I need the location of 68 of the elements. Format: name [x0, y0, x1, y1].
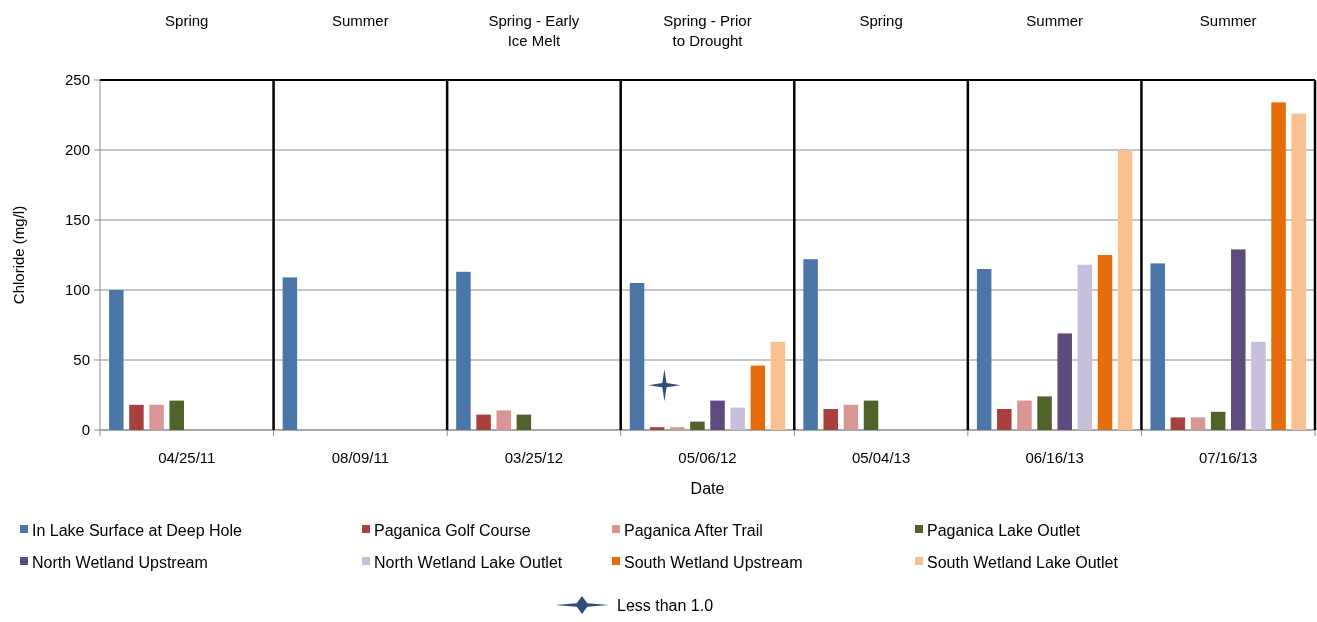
legend-label: Paganica Lake Outlet	[927, 521, 1081, 539]
x-axis-title: Date	[690, 480, 725, 497]
x-tick-label: 08/09/11	[331, 449, 389, 466]
bar	[1271, 102, 1286, 430]
y-tick-label: 200	[64, 141, 90, 159]
text: Summer	[1199, 12, 1257, 29]
bar	[1057, 333, 1072, 430]
bar	[843, 404, 859, 430]
legend-label: North Wetland Lake Outlet	[374, 553, 563, 571]
x-tick-label: 06/16/13	[1025, 449, 1084, 466]
bar	[863, 400, 879, 430]
bar	[730, 407, 745, 430]
bar	[1097, 255, 1113, 430]
bar	[1117, 150, 1133, 430]
bar	[803, 259, 818, 430]
bar	[750, 365, 766, 430]
bar	[516, 414, 532, 430]
text: Spring	[165, 12, 209, 29]
bar	[1231, 249, 1246, 430]
legend-label: North Wetland Upstream	[32, 553, 208, 571]
text: Summer	[1026, 12, 1083, 29]
bar	[770, 341, 786, 430]
legend-label: Less than 1.0	[617, 596, 714, 614]
bar	[476, 414, 491, 430]
bar	[1037, 396, 1052, 430]
bar	[109, 290, 124, 430]
bar	[1170, 417, 1186, 430]
bar	[129, 404, 144, 430]
bar	[169, 400, 184, 430]
y-tick-label: 250	[64, 71, 90, 89]
x-tick-label: 05/04/13	[851, 449, 911, 466]
bar	[1077, 264, 1093, 430]
legend-label: In Lake Surface at Deep Hole	[32, 521, 243, 539]
bar	[1190, 417, 1206, 430]
y-tick-label: 50	[73, 351, 90, 369]
x-tick-label: 05/06/12	[678, 449, 737, 466]
legend-label: Paganica Golf Course	[374, 521, 531, 539]
bar	[629, 283, 645, 430]
bar	[649, 427, 665, 430]
bar	[976, 269, 992, 430]
bar	[690, 421, 705, 430]
bar	[1210, 411, 1226, 430]
bar	[1150, 263, 1165, 430]
legend-label: South Wetland Lake Outlet	[927, 553, 1119, 571]
bar	[670, 427, 685, 430]
bar	[149, 404, 164, 430]
x-tick-label: 03/25/12	[504, 449, 564, 466]
bar	[1017, 400, 1032, 430]
text: Spring - Prior to Drought	[663, 12, 752, 49]
text: Summer	[332, 12, 389, 29]
x-tick-label: 07/16/13	[1199, 449, 1258, 466]
y-axis-title: Chloride (mg/l)	[10, 205, 27, 305]
text: Spring	[859, 12, 903, 29]
text: Spring - Early Ice Melt	[488, 12, 580, 49]
y-tick-label: 100	[64, 281, 90, 299]
bar	[1291, 113, 1306, 430]
bar	[997, 409, 1012, 430]
x-tick-label: 04/25/11	[158, 449, 216, 466]
bar	[1251, 341, 1266, 430]
bar	[282, 277, 298, 430]
bar	[496, 410, 511, 430]
legend-label: South Wetland Upstream	[624, 553, 803, 571]
bar	[823, 409, 838, 430]
y-tick-label: 150	[64, 211, 90, 229]
y-tick-label: 0	[81, 421, 90, 439]
legend-label: Paganica After Trail	[624, 521, 763, 539]
bar	[710, 400, 725, 430]
bar	[456, 271, 471, 430]
